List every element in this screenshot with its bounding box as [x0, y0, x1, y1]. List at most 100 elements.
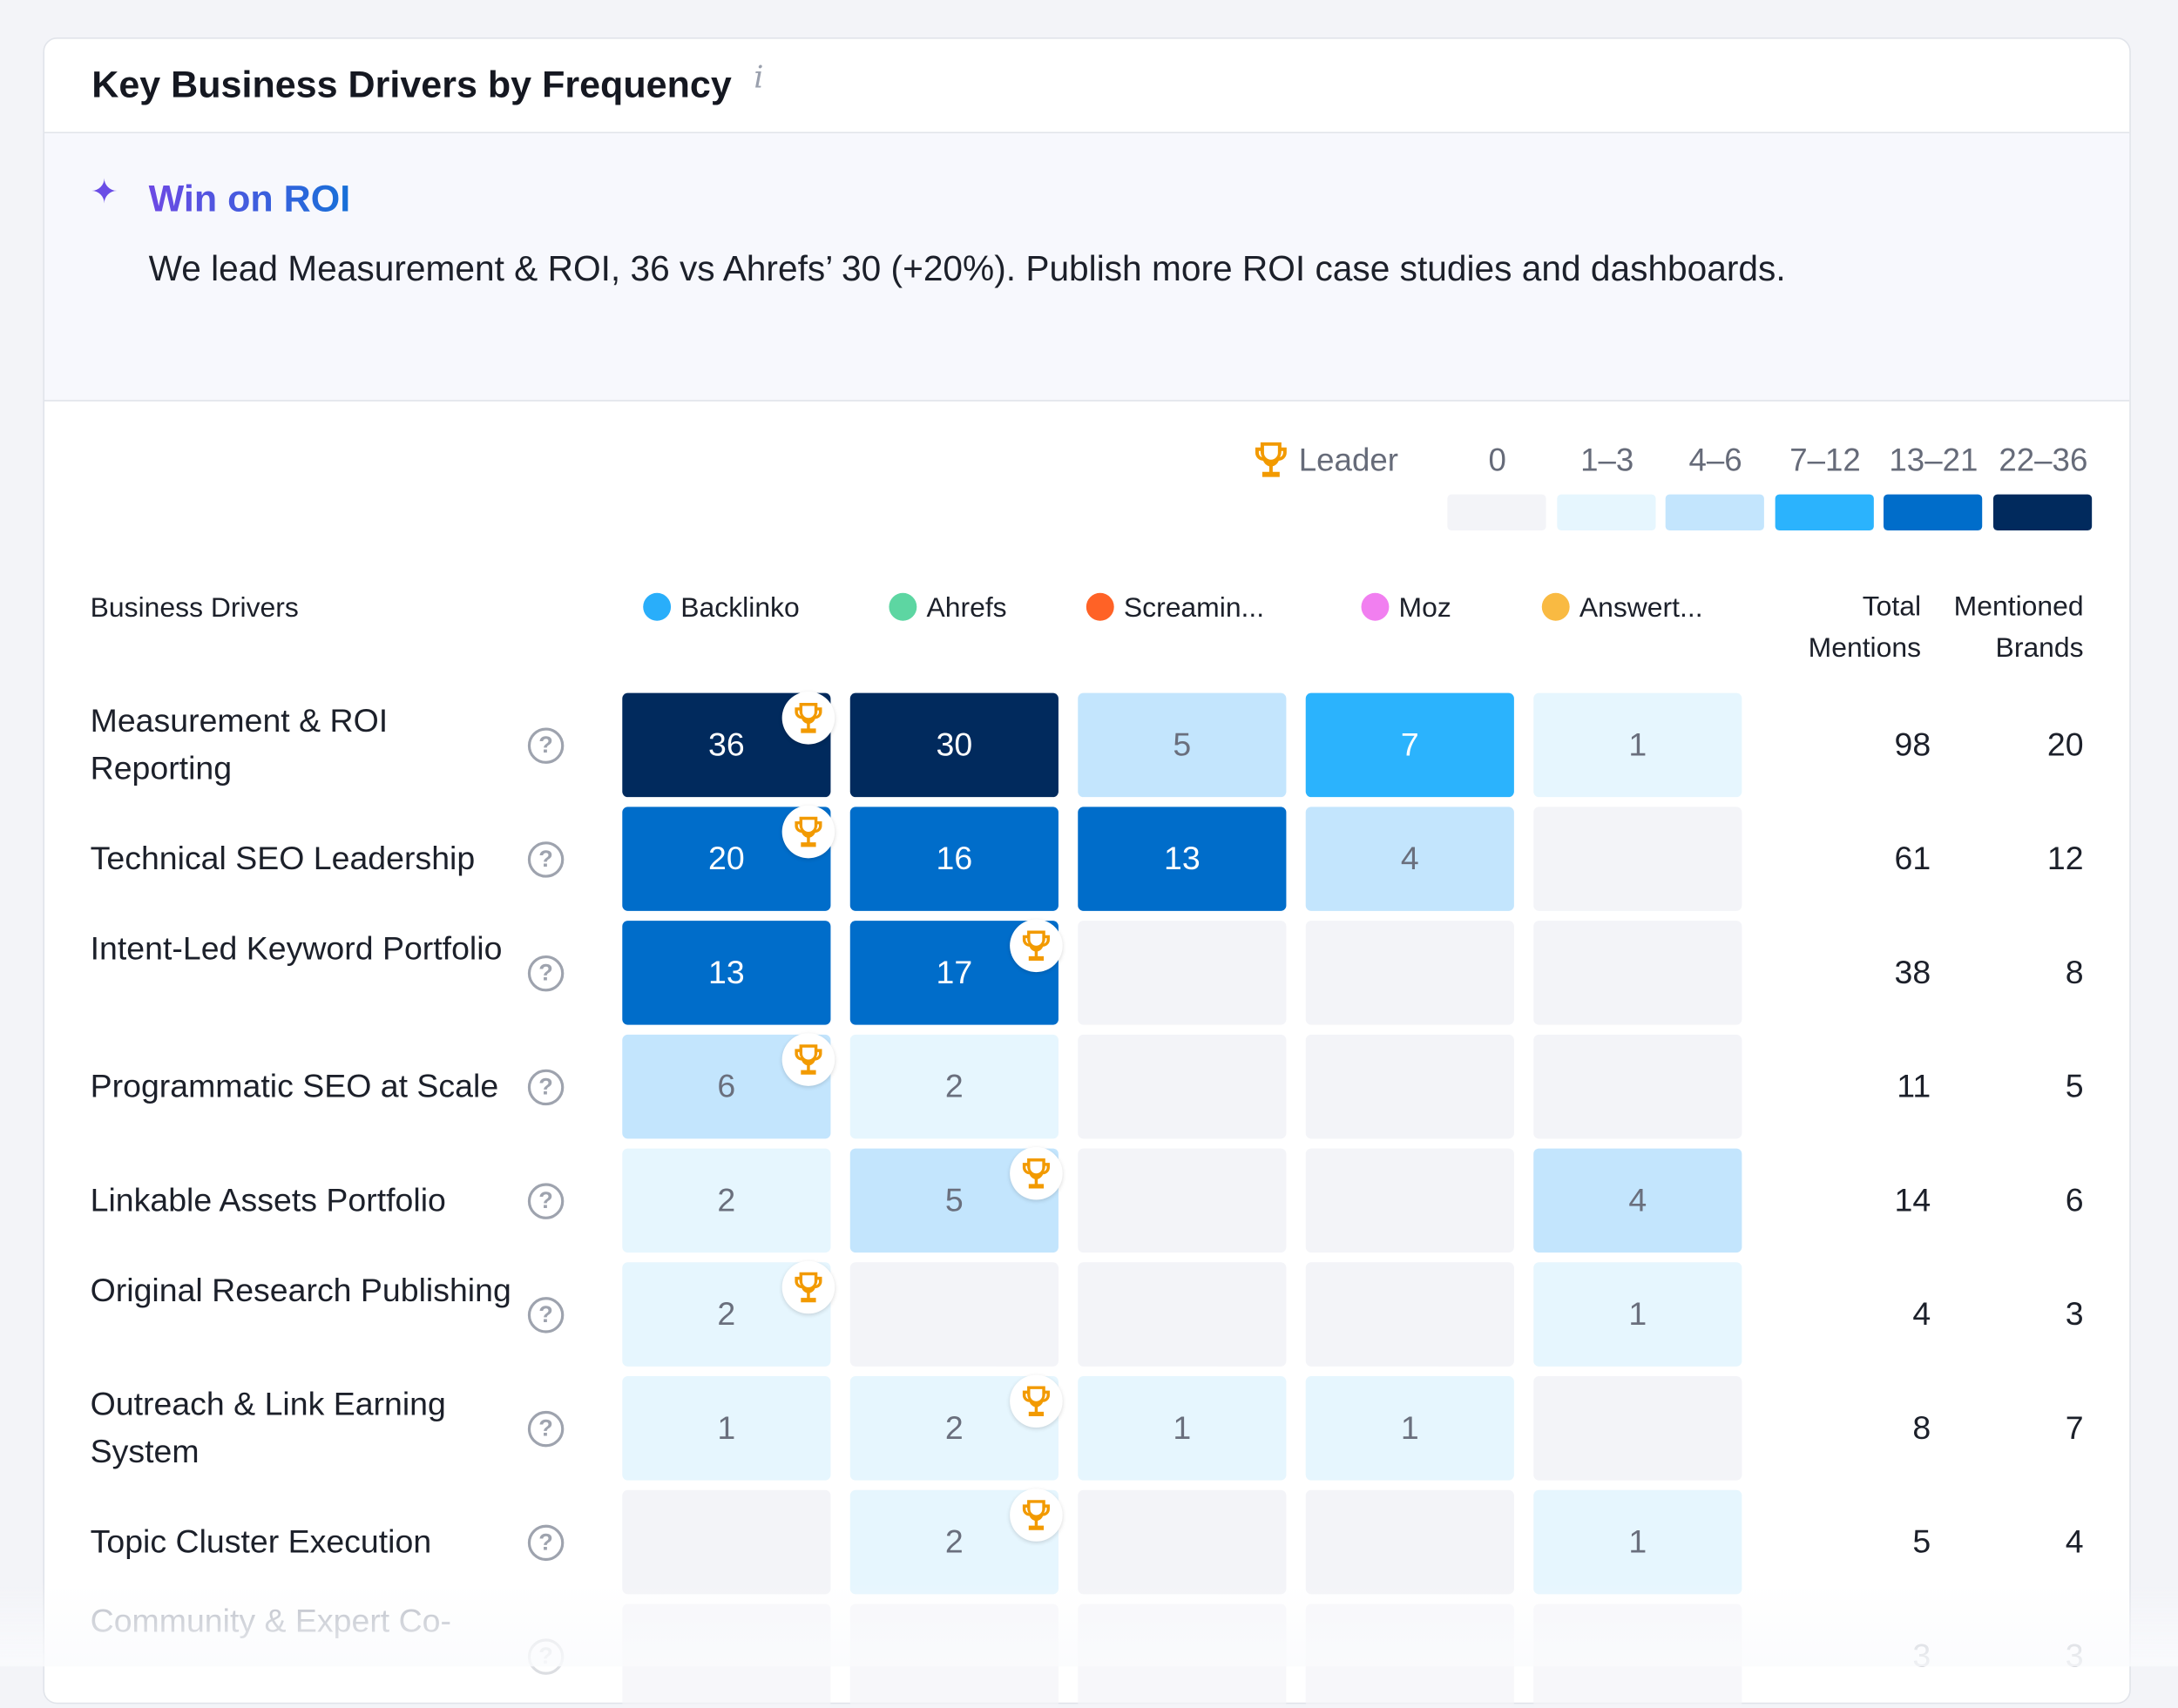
help-icon[interactable]: ?	[527, 1410, 565, 1448]
card-header: Key Business Drivers by Frequency i	[44, 39, 2130, 134]
leader-trophy-badge	[1010, 1374, 1063, 1428]
row-mentioned-brands: 6	[2065, 1181, 2084, 1219]
help-icon[interactable]: ?	[527, 1297, 565, 1333]
heatmap-cell[interactable]: 2	[849, 1034, 1059, 1139]
heatmap-cell[interactable]	[1533, 807, 1742, 911]
heatmap-cell[interactable]: 4	[1533, 1148, 1742, 1253]
brand-color-dot	[1541, 592, 1570, 621]
column-header-total: Total Mentions	[1808, 591, 1922, 665]
legend-swatch	[1665, 494, 1764, 531]
heatmap-cell[interactable]: 1	[1533, 692, 1742, 798]
heatmap-cell[interactable]	[1078, 1034, 1287, 1139]
legend-swatch	[1557, 494, 1656, 531]
row-total-mentions: 8	[1912, 1409, 1931, 1446]
heatmap-cell[interactable]: 13	[1078, 807, 1287, 911]
info-icon[interactable]: i	[754, 61, 764, 97]
legend-bin-label: 7–12	[1789, 442, 1861, 478]
column-header-brands: Mentioned Brands	[1953, 591, 2084, 665]
row-label: Intent-Led Keyword Portfolio	[90, 930, 503, 967]
card-title: Key Business Drivers by Frequency	[91, 64, 732, 106]
brand-legend-2[interactable]: Screamin...	[1086, 592, 1265, 625]
legend-bin-label: 13–21	[1889, 442, 1978, 478]
heatmap-cell[interactable]	[1078, 1262, 1287, 1367]
help-icon[interactable]: ?	[527, 1524, 565, 1562]
legend-swatch	[1992, 494, 2093, 531]
heatmap-cell[interactable]	[1533, 1034, 1742, 1139]
leader-trophy-icon	[1250, 439, 1292, 488]
row-total-mentions: 61	[1894, 840, 1931, 877]
row-mentioned-brands: 8	[2065, 954, 2084, 990]
row-total-mentions: 5	[1912, 1523, 1931, 1560]
heatmap-cell[interactable]	[1078, 921, 1287, 1025]
heatmap-cell[interactable]	[1305, 1034, 1514, 1139]
brand-color-dot	[1361, 592, 1390, 621]
brand-name: Ahrefs	[926, 592, 1007, 624]
row-label: Programmatic SEO at Scale	[90, 1068, 499, 1104]
heatmap-cell[interactable]: 36	[622, 692, 831, 798]
brand-legend-1[interactable]: Ahrefs	[889, 592, 1007, 625]
row-label: Technical SEO Leadership	[90, 840, 476, 877]
row-label: Measurement & ROI Reporting	[90, 702, 389, 786]
brand-name: Moz	[1398, 592, 1451, 624]
brand-legend-0[interactable]: Backlinko	[643, 592, 800, 625]
row-total-mentions: 14	[1894, 1181, 1931, 1219]
heatmap-cell[interactable]: 13	[622, 921, 831, 1025]
column-header-drivers: Business Drivers	[90, 592, 299, 624]
brand-name: Backlinko	[680, 592, 800, 624]
brand-legend-4[interactable]: Answert...	[1541, 592, 1703, 625]
scroll-fade	[0, 1583, 2178, 1667]
insight-text: We lead Measurement & ROI, 36 vs Ahrefs’…	[148, 249, 1786, 289]
heatmap-cell[interactable]	[1305, 1262, 1514, 1367]
insight-panel: ✦ Win on ROI We lead Measurement & ROI, …	[44, 133, 2130, 402]
heatmap-cell[interactable]: 16	[849, 807, 1059, 911]
help-icon[interactable]: ?	[527, 841, 565, 878]
help-icon[interactable]: ?	[527, 1183, 565, 1219]
heatmap-cell[interactable]	[1305, 1148, 1514, 1253]
brand-name: Answert...	[1579, 592, 1703, 624]
heatmap-cell[interactable]	[1533, 1376, 1742, 1481]
row-total-mentions: 4	[1912, 1295, 1931, 1333]
row-label: Outreach & Link Earning System	[90, 1386, 446, 1469]
row-mentioned-brands: 20	[2046, 726, 2084, 763]
leader-trophy-badge	[781, 805, 835, 859]
leader-trophy-badge	[781, 1260, 835, 1314]
heatmap-cell[interactable]: 7	[1305, 692, 1514, 798]
heatmap-cell[interactable]	[1078, 1489, 1287, 1595]
heatmap-cell[interactable]: 1	[1078, 1376, 1287, 1481]
help-icon[interactable]: ?	[527, 1069, 565, 1106]
heatmap-cell[interactable]: 1	[622, 1376, 831, 1481]
heatmap-cell[interactable]	[849, 1262, 1059, 1367]
legend-swatch	[1775, 494, 1874, 531]
legend-swatch	[1884, 494, 1983, 531]
legend-bin-label: 1–3	[1580, 442, 1634, 478]
heatmap-cell[interactable]: 5	[1078, 692, 1287, 798]
heatmap-cell[interactable]: 2	[622, 1148, 831, 1253]
heatmap-cell[interactable]	[1078, 1148, 1287, 1253]
legend-bin-label: 22–36	[1999, 442, 2088, 478]
heatmap-cell[interactable]	[1305, 921, 1514, 1025]
leader-trophy-badge	[781, 1033, 835, 1086]
legend-bin-label: 0	[1488, 442, 1506, 478]
help-icon[interactable]: ?	[527, 955, 565, 992]
row-mentioned-brands: 4	[2065, 1523, 2084, 1560]
row-label: Topic Cluster Execution	[90, 1523, 432, 1560]
heatmap-cell[interactable]	[1305, 1489, 1514, 1595]
heatmap-cell[interactable]: 1	[1305, 1376, 1514, 1481]
row-mentioned-brands: 12	[2046, 840, 2084, 877]
heatmap-cell[interactable]: 30	[849, 692, 1059, 798]
row-mentioned-brands: 5	[2065, 1068, 2084, 1104]
brand-legend-3[interactable]: Moz	[1361, 592, 1451, 625]
row-label: Original Research Publishing	[90, 1272, 511, 1308]
heatmap-cell[interactable]	[622, 1489, 831, 1595]
heatmap-cell[interactable]: 1	[1533, 1262, 1742, 1367]
help-icon[interactable]: ?	[527, 727, 565, 764]
heatmap-cell[interactable]: 1	[1533, 1489, 1742, 1595]
heatmap-cell[interactable]	[1533, 921, 1742, 1025]
heatmap-cell[interactable]: 4	[1305, 807, 1514, 911]
brand-name: Screamin...	[1123, 592, 1265, 624]
leader-trophy-badge	[1010, 919, 1063, 973]
leader-trophy-badge	[781, 692, 835, 745]
row-total-mentions: 38	[1894, 954, 1931, 990]
legend-leader-label: Leader	[1298, 442, 1398, 478]
row-total-mentions: 11	[1897, 1068, 1931, 1104]
